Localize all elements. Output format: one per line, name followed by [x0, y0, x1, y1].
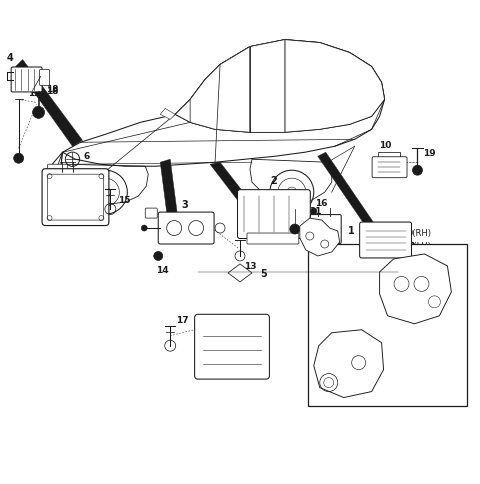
FancyBboxPatch shape — [11, 68, 42, 93]
Text: 19: 19 — [423, 149, 436, 157]
Polygon shape — [300, 219, 340, 257]
FancyBboxPatch shape — [42, 169, 109, 226]
Polygon shape — [160, 109, 175, 120]
Bar — [308, 244, 468, 406]
Text: 4: 4 — [6, 52, 13, 62]
Text: 13: 13 — [244, 262, 256, 271]
Text: 18: 18 — [46, 87, 59, 96]
Text: 22: 22 — [403, 242, 416, 251]
Text: 14: 14 — [156, 266, 168, 275]
Polygon shape — [250, 41, 285, 133]
Circle shape — [13, 154, 24, 164]
Text: 21: 21 — [310, 206, 322, 215]
Polygon shape — [380, 255, 451, 324]
FancyBboxPatch shape — [372, 157, 407, 178]
Polygon shape — [210, 163, 272, 232]
Text: 8(LH): 8(LH) — [408, 242, 431, 251]
Polygon shape — [175, 41, 384, 133]
FancyBboxPatch shape — [48, 165, 68, 181]
Polygon shape — [16, 60, 83, 147]
Circle shape — [141, 226, 147, 231]
Text: 12: 12 — [28, 89, 41, 98]
Text: 17: 17 — [176, 316, 189, 325]
FancyBboxPatch shape — [39, 70, 49, 86]
Polygon shape — [46, 41, 384, 212]
Text: 18: 18 — [46, 85, 59, 94]
Polygon shape — [318, 153, 374, 229]
Text: 20: 20 — [381, 233, 395, 243]
Polygon shape — [175, 47, 250, 133]
Circle shape — [154, 252, 163, 261]
FancyBboxPatch shape — [310, 215, 341, 244]
Text: 16: 16 — [315, 198, 328, 207]
Circle shape — [33, 107, 45, 119]
FancyBboxPatch shape — [238, 190, 310, 239]
FancyBboxPatch shape — [247, 234, 299, 244]
Text: 2: 2 — [271, 176, 277, 186]
Circle shape — [84, 171, 127, 214]
Text: 6: 6 — [84, 151, 90, 160]
FancyBboxPatch shape — [158, 212, 214, 244]
Text: 11: 11 — [293, 197, 305, 206]
Circle shape — [412, 166, 422, 176]
Text: 9(RH): 9(RH) — [408, 228, 432, 237]
Polygon shape — [228, 264, 252, 282]
Text: 10: 10 — [379, 140, 392, 150]
FancyBboxPatch shape — [48, 175, 103, 221]
Polygon shape — [190, 47, 250, 133]
FancyBboxPatch shape — [194, 315, 269, 379]
Text: 1: 1 — [348, 226, 355, 236]
Circle shape — [270, 171, 314, 214]
Text: 3: 3 — [182, 200, 189, 210]
Circle shape — [290, 225, 300, 235]
Text: 7: 7 — [258, 365, 264, 375]
Polygon shape — [314, 330, 384, 398]
FancyBboxPatch shape — [360, 223, 411, 258]
Polygon shape — [160, 160, 180, 240]
Text: 5: 5 — [261, 268, 267, 278]
FancyBboxPatch shape — [145, 209, 157, 219]
Circle shape — [311, 209, 317, 214]
Text: 15: 15 — [118, 195, 131, 204]
Polygon shape — [285, 41, 384, 133]
Text: 23: 23 — [317, 252, 330, 261]
Bar — [378, 153, 399, 163]
